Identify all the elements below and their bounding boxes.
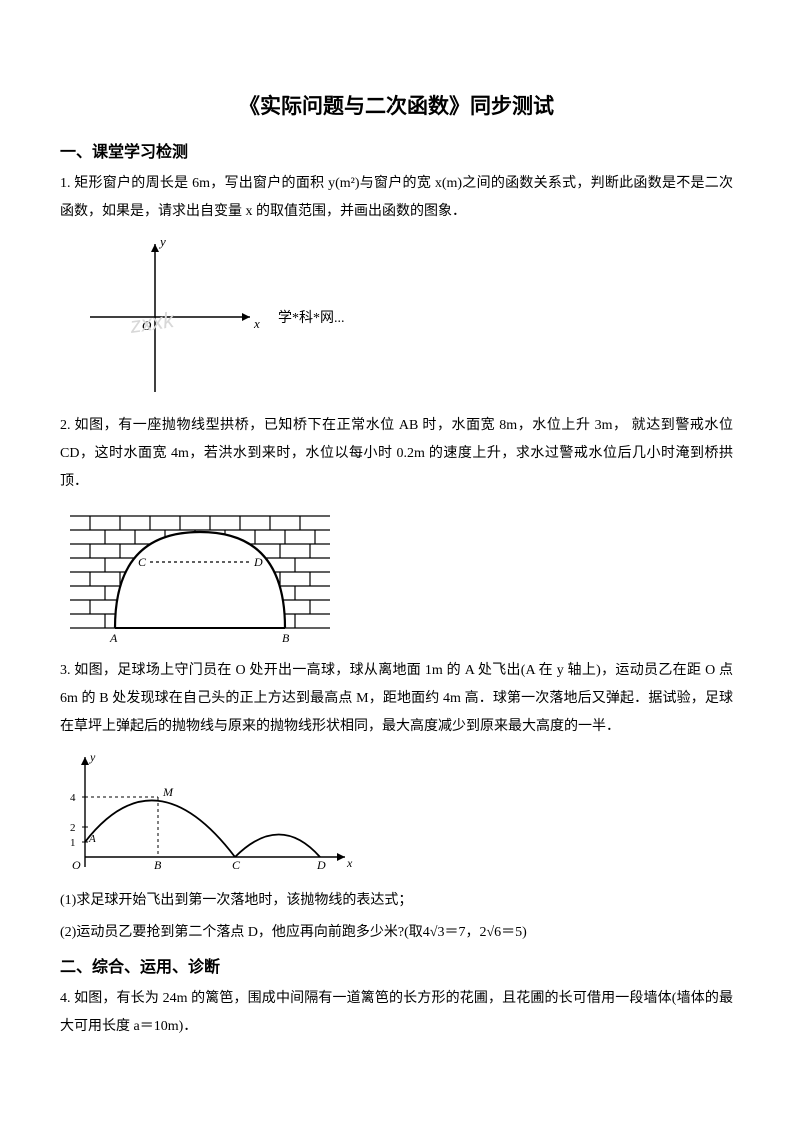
label-M: M bbox=[162, 785, 174, 799]
label-C: C bbox=[138, 555, 147, 569]
axis-x-label: x bbox=[253, 316, 260, 331]
figure-2-bridge: C D A B bbox=[60, 502, 733, 647]
page: 《实际问题与二次函数》同步测试 一、课堂学习检测 1. 矩形窗户的周长是 6m，… bbox=[0, 0, 793, 1122]
question-4: 4. 如图，有长为 24m 的篱笆，围成中间隔有一道篱笆的长方形的花圃，且花圃的… bbox=[60, 985, 733, 1041]
label-B-3: B bbox=[154, 858, 162, 872]
label-D-3: D bbox=[316, 858, 326, 872]
question-1: 1. 矩形窗户的周长是 6m，写出窗户的面积 y(m²)与窗户的宽 x(m)之间… bbox=[60, 170, 733, 226]
label-O-3: O bbox=[72, 858, 81, 872]
section-2-heading: 二、综合、运用、诊断 bbox=[60, 953, 733, 977]
question-3-1: (1)求足球开始飞出到第一次落地时，该抛物线的表达式； bbox=[60, 887, 733, 915]
label-A: A bbox=[109, 631, 118, 645]
label-B: B bbox=[282, 631, 290, 645]
axis-y-3: y bbox=[89, 750, 96, 764]
axis-y-label: y bbox=[158, 234, 166, 249]
label-D: D bbox=[253, 555, 263, 569]
tick-2: 2 bbox=[70, 822, 76, 834]
question-2: 2. 如图，有一座抛物线型拱桥，已知桥下在正常水位 AB 时，水面宽 8m，水位… bbox=[60, 412, 733, 496]
figure-3-parabolas: 1 2 4 O A M B C D x y bbox=[60, 747, 733, 877]
section-1-heading: 一、课堂学习检测 bbox=[60, 138, 733, 162]
tick-1: 1 bbox=[70, 837, 76, 849]
origin-label: O bbox=[142, 318, 152, 333]
label-C-3: C bbox=[232, 858, 241, 872]
question-3-2: (2)运动员乙要抢到第二个落点 D，他应再向前跑多少米?(取4√3＝7，2√6＝… bbox=[60, 919, 733, 947]
figure-1-axes: y x O bbox=[60, 232, 270, 402]
figure-1-wrap: y x O zxxk 学*科*网... bbox=[60, 232, 733, 402]
label-A-3: A bbox=[88, 833, 96, 845]
question-3: 3. 如图，足球场上守门员在 O 处开出一高球，球从离地面 1m 的 A 处飞出… bbox=[60, 657, 733, 741]
figure-1-side-note: 学*科*网... bbox=[278, 307, 345, 327]
doc-title: 《实际问题与二次函数》同步测试 bbox=[60, 90, 733, 120]
axis-x-3: x bbox=[346, 856, 353, 870]
tick-4: 4 bbox=[70, 792, 76, 804]
